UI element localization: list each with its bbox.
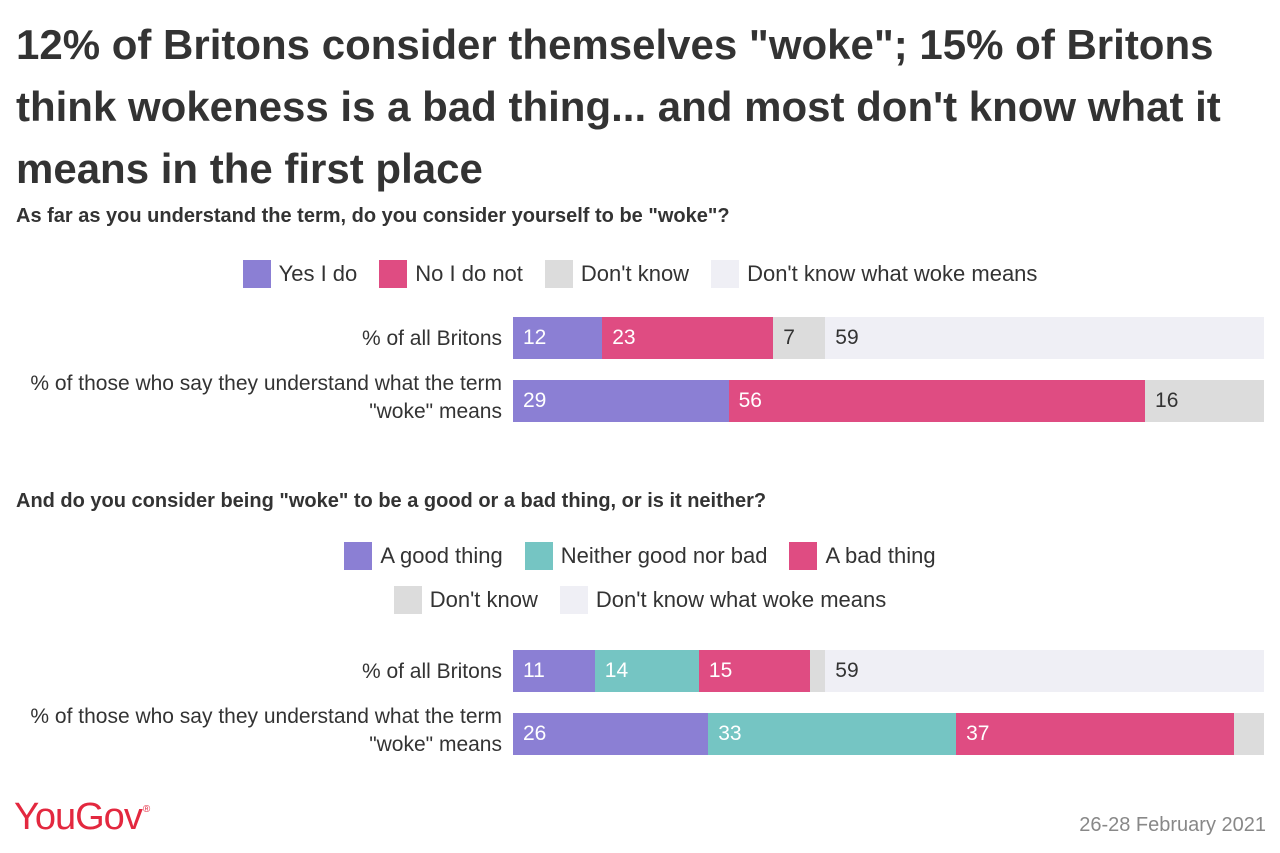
legend-swatch (344, 542, 373, 570)
bar-segment: 12 (513, 317, 603, 359)
legend-label: Neither good nor bad (560, 543, 768, 568)
legend-1-row-1: Yes I do No I do not Don't know Don't know … (0, 260, 1280, 288)
bar-segment: 33 (708, 713, 957, 755)
data-label: 15 (708, 659, 733, 682)
bar-segment: 26 (513, 713, 709, 755)
question-1-title: As far as you understand the term, do yo… (16, 205, 730, 227)
data-label: 7 (783, 326, 795, 349)
data-label: 56 (738, 389, 762, 412)
legend-swatch (393, 586, 422, 614)
chart-title: 12% of Britons consider themselves "woke… (16, 21, 1221, 192)
legend-swatch (379, 260, 408, 288)
legend-swatch (544, 260, 573, 288)
bar-segment: 14 (594, 650, 699, 692)
stacked-bar-1-all-britons: 12 23 7 59 (513, 317, 1264, 359)
yougov-logo-text: YouGov (14, 796, 143, 838)
bar-segment: 16 (1145, 380, 1264, 422)
legend-swatch (524, 542, 553, 570)
legend-2-row-2: Don't know Don't know what woke means (0, 586, 1280, 614)
legend-item: Don't know what woke means (559, 586, 887, 614)
bar-segment: 7 (773, 317, 826, 359)
legend-swatch (559, 586, 588, 614)
legend-label: Don't know (429, 587, 538, 612)
legend-item: A good thing (344, 542, 503, 570)
legend-item: Don't know what woke means (711, 260, 1037, 288)
bar-segment (1233, 713, 1264, 755)
bar-segment (810, 650, 826, 692)
data-label: 26 (523, 722, 547, 745)
row-label-all-britons-2: % of all Britons (361, 660, 502, 683)
legend-item: Yes I do (242, 260, 358, 288)
data-label: 59 (835, 659, 859, 682)
data-label: 33 (718, 722, 742, 745)
bar-segment: 11 (513, 650, 595, 692)
data-label: 14 (604, 659, 629, 682)
yougov-logo: YouGov® (14, 796, 150, 839)
legend-item: A bad thing (789, 542, 936, 570)
survey-date: 26-28 February 2021 (1079, 814, 1266, 836)
legend-item: Don't know (544, 260, 690, 288)
row-label-all-britons: % of all Britons (361, 327, 502, 350)
legend-label: Yes I do (278, 261, 358, 286)
stacked-bar-1-understand-woke: 29 56 16 (513, 380, 1264, 422)
legend-swatch (789, 542, 818, 570)
data-label: 37 (966, 722, 990, 745)
bar-segment: 29 (513, 380, 729, 422)
bar-segment: 59 (825, 317, 1264, 359)
bar-segment: 23 (602, 317, 774, 359)
row-label-understand-woke-2: % of those who say they understand what … (30, 705, 502, 756)
bar-segment: 37 (956, 713, 1234, 755)
bar-segment: 56 (728, 380, 1146, 422)
data-label: 23 (612, 326, 636, 349)
legend-label: Don't know (580, 261, 690, 286)
legend-label: A good thing (380, 543, 503, 568)
legend-item: Neither good nor bad (524, 542, 768, 570)
legend-swatch (711, 260, 740, 288)
legend-label: A bad thing (825, 543, 936, 568)
legend-item: Don't know (393, 586, 538, 614)
legend-label: Don't know what woke means (747, 261, 1038, 286)
legend-2-row-1: A good thing Neither good nor bad A bad th… (0, 542, 1280, 570)
data-label: 11 (523, 659, 545, 682)
data-label: 59 (835, 326, 859, 349)
registered-mark: ® (142, 804, 150, 815)
bar-segment: 15 (698, 650, 811, 692)
stacked-bar-2-all-britons: 11 14 15 59 (513, 650, 1264, 692)
row-label-understand-woke: % of those who say they understand what … (30, 372, 502, 423)
data-label: 29 (523, 389, 547, 412)
data-label: 16 (1155, 389, 1179, 412)
data-label: 12 (523, 326, 547, 349)
stacked-bar-2-understand-woke: 26 33 37 (513, 713, 1264, 755)
legend-item: No I do not (379, 260, 523, 288)
question-2-title: And do you consider being "woke" to be a… (16, 490, 767, 512)
legend-swatch (242, 260, 271, 288)
bar-segment: 59 (825, 650, 1264, 692)
legend-label: Don't know what woke means (595, 587, 887, 612)
legend-label: No I do not (415, 261, 523, 286)
